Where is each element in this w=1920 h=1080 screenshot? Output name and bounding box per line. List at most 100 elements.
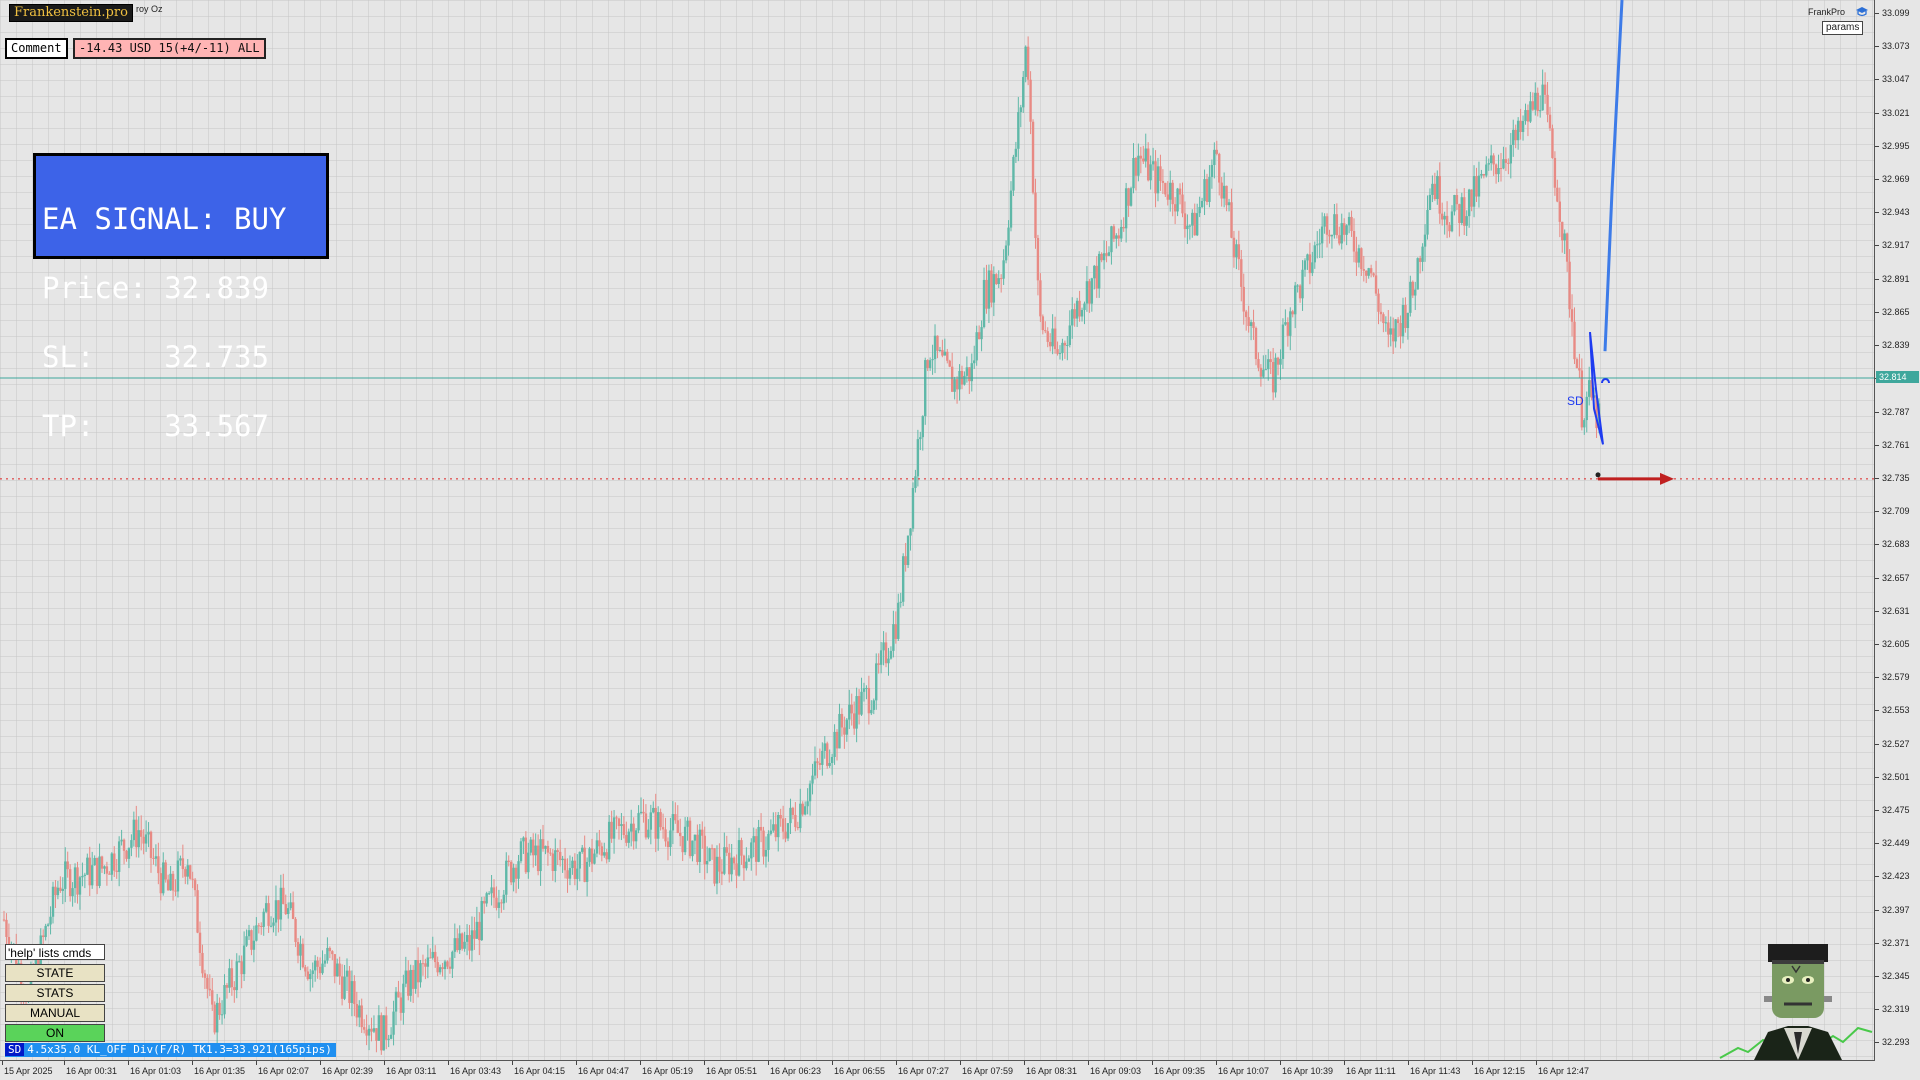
candle-body bbox=[355, 1004, 359, 1018]
candle-body bbox=[1514, 129, 1517, 141]
candle-body bbox=[1428, 194, 1432, 210]
candle-body bbox=[1338, 235, 1341, 244]
candle-body bbox=[1328, 234, 1331, 237]
candle-body bbox=[159, 873, 163, 894]
candle-body bbox=[223, 985, 226, 1015]
candle-body bbox=[512, 867, 515, 883]
candle-body bbox=[218, 1002, 221, 1015]
candle-body bbox=[98, 856, 101, 886]
params-button[interactable]: params bbox=[1822, 21, 1864, 35]
candle-body bbox=[610, 821, 613, 839]
price-axis[interactable]: 33.099 33.073 33.047 33.021 32.995 32.969 32.9… bbox=[1875, 0, 1920, 1060]
candle-body bbox=[1418, 258, 1422, 262]
candle-body bbox=[272, 922, 275, 926]
candle-body bbox=[911, 488, 915, 529]
candle-body bbox=[1487, 163, 1490, 165]
candle-body bbox=[181, 858, 185, 870]
candle-body bbox=[840, 713, 844, 728]
candle-body bbox=[1379, 311, 1383, 315]
candle-body bbox=[1154, 161, 1157, 194]
candle-body bbox=[1592, 395, 1596, 398]
time-tick-label: 16 Apr 10:07 bbox=[1218, 1066, 1270, 1076]
candle-body bbox=[475, 921, 479, 939]
candle-body bbox=[1460, 197, 1463, 223]
manual-button[interactable]: MANUAL bbox=[5, 1004, 105, 1022]
tick-mark bbox=[1024, 1061, 1025, 1065]
candle-body bbox=[1002, 260, 1005, 279]
candle-body bbox=[1252, 322, 1255, 328]
candle-body bbox=[728, 852, 731, 875]
candle-body bbox=[1565, 233, 1569, 262]
candle-body bbox=[451, 951, 454, 969]
candle-body bbox=[735, 863, 738, 876]
state-button[interactable]: STATE bbox=[5, 964, 105, 982]
candle-body bbox=[130, 840, 133, 848]
candle-body bbox=[1335, 214, 1339, 236]
candle-body bbox=[541, 839, 545, 849]
tick-mark bbox=[1875, 975, 1879, 977]
brand-logo-text[interactable]: Frankenstein.pro bbox=[9, 4, 133, 22]
candle-body bbox=[1296, 285, 1299, 287]
candle-body bbox=[992, 274, 996, 303]
candle-body bbox=[389, 1034, 393, 1039]
candle-body bbox=[987, 270, 991, 309]
candle-body bbox=[370, 1028, 373, 1032]
candle-body bbox=[1078, 300, 1081, 317]
candle-body bbox=[1524, 110, 1527, 121]
price-tick-label: 32.943 bbox=[1882, 207, 1910, 218]
candle-body bbox=[1480, 173, 1483, 176]
candle-body bbox=[142, 836, 145, 844]
candle-body bbox=[1281, 324, 1285, 359]
candle-body bbox=[1286, 322, 1290, 336]
graduation-cap-icon[interactable] bbox=[1855, 6, 1869, 18]
candle-body bbox=[681, 836, 684, 853]
time-tick-label: 16 Apr 01:03 bbox=[130, 1066, 182, 1076]
candle-body bbox=[781, 818, 785, 832]
price-tick: 32.553 bbox=[1875, 705, 1920, 717]
candle-body bbox=[916, 439, 920, 477]
tick-mark bbox=[1875, 112, 1879, 114]
candle-body bbox=[1347, 216, 1351, 226]
candle-body bbox=[818, 763, 822, 765]
candle-body bbox=[576, 868, 579, 879]
candle-body bbox=[443, 961, 447, 970]
candle-body bbox=[304, 967, 307, 972]
candle-body bbox=[1597, 403, 1601, 429]
candle-body bbox=[1071, 309, 1074, 326]
candle-body bbox=[1573, 321, 1576, 360]
candle-body bbox=[419, 963, 422, 983]
candle-body bbox=[1445, 215, 1449, 226]
candle-body bbox=[637, 813, 640, 831]
candle-body bbox=[892, 624, 895, 651]
candle-body bbox=[999, 278, 1003, 280]
on-toggle-button[interactable]: ON bbox=[5, 1024, 105, 1042]
candle-body bbox=[429, 957, 432, 959]
candle-body bbox=[931, 359, 934, 361]
candle-body bbox=[411, 969, 415, 989]
candle-body bbox=[811, 775, 814, 784]
price-tick-label: 32.293 bbox=[1882, 1037, 1910, 1048]
candle-body bbox=[1538, 110, 1542, 112]
candle-body bbox=[458, 933, 461, 951]
time-tick-label: 16 Apr 05:51 bbox=[706, 1066, 758, 1076]
candle-body bbox=[1541, 84, 1544, 111]
candle-body bbox=[353, 981, 356, 1005]
candle-body bbox=[105, 866, 109, 874]
candle-body bbox=[1048, 341, 1052, 347]
price-tick: 32.683 bbox=[1875, 539, 1920, 551]
candle-body bbox=[1124, 188, 1128, 229]
candle-body bbox=[698, 829, 702, 862]
candle-body bbox=[1436, 175, 1439, 200]
candle-body bbox=[803, 806, 807, 815]
candle-body bbox=[66, 861, 69, 870]
price-tick: 33.047 bbox=[1875, 74, 1920, 86]
stats-button[interactable]: STATS bbox=[5, 984, 105, 1002]
tick-mark bbox=[960, 1061, 961, 1065]
candle-body bbox=[480, 900, 483, 941]
candle-body bbox=[154, 856, 158, 859]
candle-body bbox=[318, 966, 322, 974]
candle-body bbox=[970, 363, 973, 382]
comment-label: Comment bbox=[5, 38, 68, 59]
candle-body bbox=[794, 814, 797, 828]
time-axis[interactable]: 15 Apr 2025 16 Apr 00:31 16 Apr 01:03 16 Ap… bbox=[0, 1061, 1874, 1080]
